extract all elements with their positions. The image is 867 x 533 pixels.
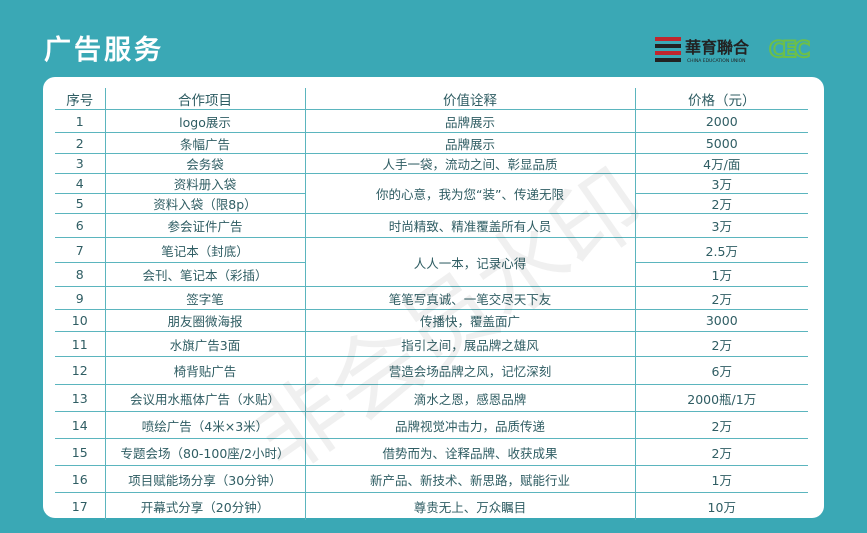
item: logo展示 xyxy=(104,109,306,133)
price: 2000瓶/1万 xyxy=(634,384,808,412)
table-row: 16 项目赋能场分享（30分钟） 新产品、新技术、新思路，赋能行业 1万 xyxy=(55,465,808,493)
row-number: 3 xyxy=(55,153,106,174)
column-header: 价值诠释 xyxy=(304,88,636,110)
value: 指引之间，展品牌之雄风 xyxy=(304,331,636,357)
value: 借势而为、诠释品牌、收获成果 xyxy=(304,438,636,466)
price: 6万 xyxy=(634,356,808,385)
price-table: 序号 合作项目 价值诠释 价格（元） 1 logo展示 品牌展示 2000 2 条幅广告品… xyxy=(55,88,808,520)
row-number: 13 xyxy=(55,384,106,412)
item: 笔记本（封底） xyxy=(104,237,306,263)
price: 10万 xyxy=(634,492,808,520)
logo-name: 華育聯合 xyxy=(685,38,750,57)
value: 品牌视觉冲击力，品质传递 xyxy=(304,411,636,439)
row-number: 7 xyxy=(55,237,106,263)
row-number: 12 xyxy=(55,356,106,385)
item: 专题会场（80-100座/2小时） xyxy=(104,438,306,466)
table-row: 12 椅背贴广告 营造会场品牌之风，记忆深刻 6万 xyxy=(55,356,808,385)
price: 1万 xyxy=(634,465,808,493)
price: 1万 xyxy=(634,262,808,287)
item: 条幅广告 xyxy=(104,132,306,154)
table-row: 13 会议用水瓶体广告（水贴） 滴水之恩，感恩品牌 2000瓶/1万 xyxy=(55,384,808,412)
item: 资料册入袋 xyxy=(104,173,306,194)
title: 广告服务 xyxy=(44,35,164,66)
row-number: 9 xyxy=(55,286,106,310)
value: 营造会场品牌之风，记忆深刻 xyxy=(304,356,636,385)
column-header: 序号 xyxy=(55,88,106,110)
table-row: 1 logo展示 品牌展示 2000 xyxy=(55,109,808,133)
logo: 華育聯合 CHINA EDUCATION UNION CEC xyxy=(655,37,813,64)
table-row: 17 开幕式分享（20分钟） 尊贵无上、万众瞩目 10万 xyxy=(55,492,808,520)
logo-bar xyxy=(655,44,681,48)
price: 2000 xyxy=(634,109,808,133)
price: 2万 xyxy=(634,411,808,439)
row-number: 4 xyxy=(55,173,106,194)
table-row: 14 喷绘广告（4米×3米） 品牌视觉冲击力，品质传递 2万 xyxy=(55,411,808,439)
item: 喷绘广告（4米×3米） xyxy=(104,411,306,439)
row-number: 14 xyxy=(55,411,106,439)
column-header: 价格（元） xyxy=(634,88,808,110)
table-row: 11 水旗广告3面 指引之间，展品牌之雄风 2万 xyxy=(55,331,808,357)
logo-bar xyxy=(655,51,681,55)
table-row: 4 资料册入袋 你的心意，我为您“装”、传递无限 3万 xyxy=(55,173,808,214)
row-number: 1 xyxy=(55,109,106,133)
value: 时尚精致、精准覆盖所有人员 xyxy=(304,213,636,238)
value: 品牌展示 xyxy=(304,109,636,133)
table-row: 2 条幅广告 品牌展示 5000 xyxy=(55,132,808,154)
column-header: 合作项目 xyxy=(104,88,306,110)
value: 品牌展示 xyxy=(304,132,636,154)
price: 2.5万 xyxy=(634,237,808,263)
price: 2万 xyxy=(634,193,808,214)
row-number: 15 xyxy=(55,438,106,466)
price: 2万 xyxy=(634,331,808,357)
item: 开幕式分享（20分钟） xyxy=(104,492,306,520)
header-row: 序号 合作项目 价值诠释 价格（元） xyxy=(55,88,808,110)
row-number: 16 xyxy=(55,465,106,493)
value: 传播快，覆盖面广 xyxy=(304,309,636,332)
row-number: 2 xyxy=(55,132,106,154)
item: 签字笔 xyxy=(104,286,306,310)
item: 会刊、笔记本（彩插） xyxy=(104,262,306,287)
value: 尊贵无上、万众瞩目 xyxy=(304,492,636,520)
price: 2万 xyxy=(634,438,808,466)
table-row: 10 朋友圈微海报 传播快，覆盖面广 3000 xyxy=(55,309,808,332)
price: 2万 xyxy=(634,286,808,310)
item: 项目赋能场分享（30分钟） xyxy=(104,465,306,493)
price: 4万/面 xyxy=(634,153,808,174)
table-row: 15 专题会场（80-100座/2小时） 借势而为、诠释品牌、收获成果 2万 xyxy=(55,438,808,466)
item: 参会证件广告 xyxy=(104,213,306,238)
value: 新产品、新技术、新思路，赋能行业 xyxy=(304,465,636,493)
item: 资料入袋（限8p） xyxy=(104,193,306,214)
price: 3万 xyxy=(634,213,808,238)
item: 椅背贴广告 xyxy=(104,356,306,385)
item: 水旗广告3面 xyxy=(104,331,306,357)
price: 5000 xyxy=(634,132,808,154)
row-number: 8 xyxy=(55,262,106,287)
value: 人手一袋，流动之间、彰显品质 xyxy=(304,153,636,174)
logo-bar xyxy=(655,58,681,62)
row-number: 17 xyxy=(55,492,106,520)
row-number: 10 xyxy=(55,309,106,332)
value: 滴水之恩，感恩品牌 xyxy=(304,384,636,412)
table-row: 6 参会证件广告 时尚精致、精准覆盖所有人员 3万 xyxy=(55,213,808,238)
value: 笔笔写真诚、一笔交尽天下友 xyxy=(304,286,636,310)
item: 会务袋 xyxy=(104,153,306,174)
price: 3万 xyxy=(634,173,808,194)
logo-subtitle: CHINA EDUCATION UNION xyxy=(687,58,746,64)
row-number: 6 xyxy=(55,213,106,238)
table-row: 8 会刊、笔记本（彩插） 1万 xyxy=(55,262,808,287)
price: 3000 xyxy=(634,309,808,332)
item: 会议用水瓶体广告（水贴） xyxy=(104,384,306,412)
table-row: 3 会务袋 人手一袋，流动之间、彰显品质 4万/面 xyxy=(55,153,808,174)
table-row: 9 签字笔 笔笔写真诚、一笔交尽天下友 2万 xyxy=(55,286,808,310)
row-number: 11 xyxy=(55,331,106,357)
logo-mark: CEC xyxy=(769,38,809,63)
value: 你的心意，我为您“装”、传递无限 xyxy=(304,173,636,214)
item: 朋友圈微海报 xyxy=(104,309,306,332)
logo-bar xyxy=(655,37,681,41)
row-number: 5 xyxy=(55,193,106,214)
table-row: 7 笔记本（封底） 人人一本，记录心得 2.5万 xyxy=(55,237,808,287)
value: 人人一本，记录心得 xyxy=(304,237,636,287)
